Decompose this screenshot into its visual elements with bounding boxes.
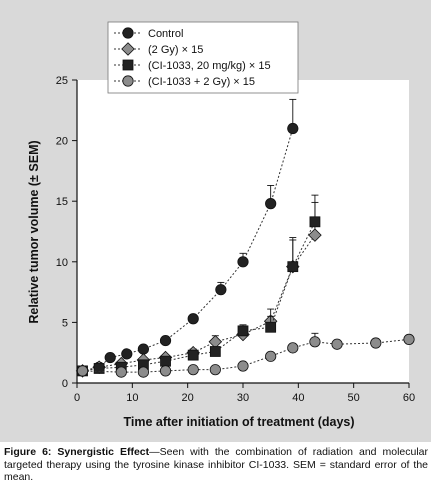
data-point: [187, 364, 199, 376]
data-point: [215, 284, 227, 296]
data-point: [309, 336, 321, 348]
data-point: [137, 343, 149, 355]
legend: Control (2 Gy) × 15 (CI-1033, 20 mg/kg) × …: [107, 21, 299, 94]
data-point: [287, 342, 299, 354]
data-point: [93, 363, 105, 374]
legend-marker: [121, 42, 135, 56]
y-tick-label: 15: [56, 196, 68, 208]
data-point: [370, 337, 382, 349]
legend-label: (CI-1033, 20 mg/kg) × 15: [148, 60, 271, 72]
caption-label: Figure 6: Synergistic Effect: [4, 446, 150, 458]
legend-item: (CI-1033, 20 mg/kg) × 15: [114, 59, 271, 72]
data-point: [237, 360, 249, 372]
data-point: [265, 350, 277, 362]
data-point: [209, 346, 221, 357]
series-4: [76, 332, 415, 378]
x-tick-label: 40: [292, 392, 304, 404]
data-point: [308, 228, 322, 242]
caption-text: —Seen with the combination of radiation …: [4, 446, 429, 484]
data-point: [265, 198, 277, 210]
figure-caption: Figure 6: Synergistic Effect—Seen with t…: [4, 446, 428, 484]
legend-items: Control (2 Gy) × 15 (CI-1033, 20 mg/kg) × …: [114, 27, 271, 88]
legend-item: Control: [114, 27, 183, 40]
series-layer: [75, 98, 415, 378]
data-point: [76, 365, 89, 377]
data-point: [137, 366, 149, 378]
x-axis-title: Time after initiation of treatment (days…: [123, 415, 354, 429]
data-point: [403, 333, 415, 345]
y-tick-label: 25: [56, 75, 68, 87]
y-axis-title: Relative tumor volume (± SEM): [27, 140, 41, 323]
data-point: [265, 321, 277, 333]
y-tick-label: 0: [62, 378, 68, 390]
data-point: [115, 366, 127, 378]
legend-marker: [122, 27, 134, 39]
legend-label: Control: [148, 28, 183, 40]
y-tick-label: 20: [56, 136, 68, 148]
x-tick-label: 60: [403, 392, 415, 404]
legend-label: (CI-1033 + 2 Gy) × 15: [148, 76, 255, 88]
legend-marker: [122, 75, 134, 87]
data-point: [237, 256, 249, 268]
x-tick-label: 30: [237, 392, 249, 404]
legend-marker: [122, 59, 134, 71]
legend-label: (2 Gy) × 15: [148, 44, 203, 56]
x-tick-label: 50: [348, 392, 360, 404]
x-tick-label: 0: [74, 392, 80, 404]
data-point: [331, 338, 343, 350]
y-tick-label: 10: [56, 257, 68, 269]
data-point: [309, 216, 321, 228]
data-point: [121, 348, 133, 360]
data-point: [160, 355, 171, 367]
data-point: [104, 351, 116, 364]
y-tick-label: 5: [62, 317, 68, 329]
figure-panel: 0 10 20 30 40 50 60 0 5 10 15 20 25 Time after initi…: [0, 0, 431, 442]
data-point: [287, 261, 299, 273]
legend-item: (2 Gy) × 15: [114, 42, 203, 56]
data-point: [187, 349, 199, 361]
data-point: [209, 364, 221, 376]
data-point: [159, 365, 172, 377]
data-point: [187, 313, 199, 325]
tumor-volume-chart: 0 10 20 30 40 50 60 0 5 10 15 20 25 Time after initi…: [27, 21, 415, 429]
legend-item: (CI-1033 + 2 Gy) × 15: [114, 75, 255, 88]
ticks-layer: 0 10 20 30 40 50 60 0 5 10 15 20 25: [56, 75, 415, 404]
x-tick-label: 20: [182, 392, 194, 404]
data-point: [287, 122, 299, 135]
x-tick-label: 10: [126, 392, 138, 404]
data-point: [237, 325, 249, 337]
data-point: [159, 334, 172, 347]
